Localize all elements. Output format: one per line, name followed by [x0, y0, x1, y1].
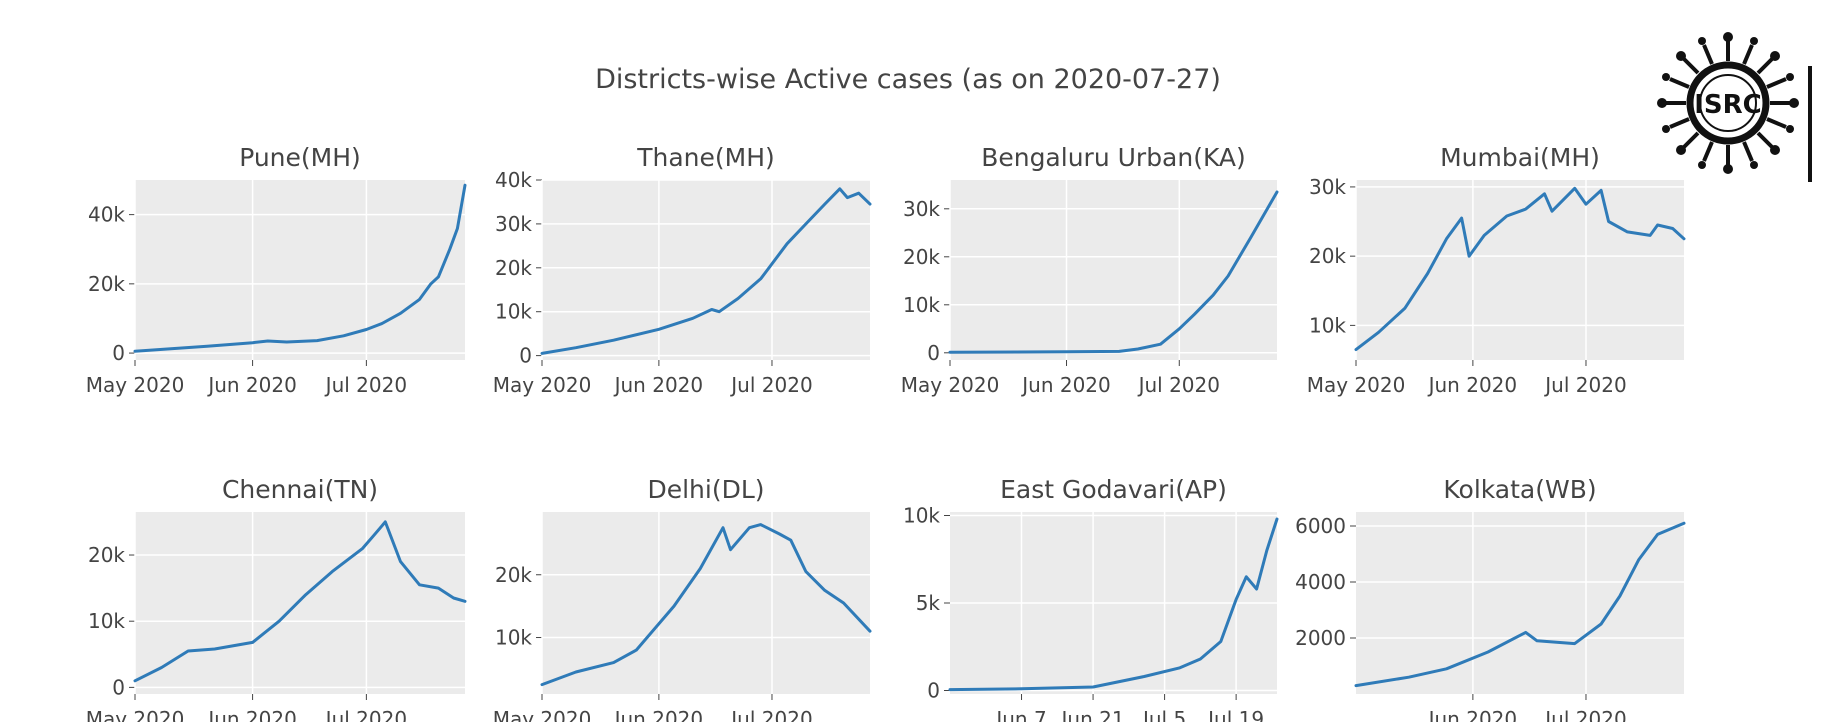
- x-tick-label: Jun 2020: [206, 707, 297, 722]
- y-tick-label: 6000: [1295, 514, 1346, 538]
- series-line: [1354, 521, 1686, 688]
- y-tick-label: 20k: [88, 272, 125, 296]
- x-tick-label: May 2020: [493, 707, 592, 722]
- y-tick-label: 10k: [903, 504, 940, 528]
- x-tick-label: Jul 2020: [1137, 373, 1220, 397]
- x-tick-label: Jul 2020: [1543, 707, 1626, 722]
- y-tick-label: 5k: [916, 591, 941, 615]
- y-tick-label: 30k: [1309, 175, 1346, 199]
- panel-title: Bengaluru Urban(KA): [981, 143, 1246, 172]
- y-tick-label: 20k: [1309, 244, 1346, 268]
- x-tick-label: Jul 5: [1141, 707, 1186, 722]
- series-line: [540, 523, 872, 687]
- x-tick-label: May 2020: [1307, 373, 1406, 397]
- x-tick-label: Jun 2020: [613, 373, 704, 397]
- x-tick-label: Jul 2020: [729, 373, 812, 397]
- y-tick-label: 2000: [1295, 626, 1346, 650]
- series-line: [1354, 186, 1686, 352]
- y-tick-label: 10k: [495, 626, 532, 650]
- chart-panel: 10k 20k May 2020 Jun 2020 Jul 2020 Delhi(DL): [493, 475, 872, 722]
- y-tick-label: 0: [519, 344, 532, 368]
- chart-panel: 0 5k 10k Jun 7 Jun 21 Jul 5 Jul 19 East Godavar…: [903, 475, 1279, 722]
- plot-area: [135, 180, 465, 360]
- y-tick-label: 40k: [88, 203, 125, 227]
- x-tick-label: Jun 2020: [613, 707, 704, 722]
- chart-panel: 0 20k 40k May 2020 Jun 2020 Jul 2020 Pune(MH): [86, 143, 467, 397]
- x-tick-label: Jun 21: [1060, 707, 1125, 722]
- x-tick-label: May 2020: [493, 373, 592, 397]
- x-tick-label: Jun 2020: [1020, 373, 1111, 397]
- x-tick-label: Jun 2020: [1427, 373, 1518, 397]
- y-tick-label: 10k: [495, 300, 532, 324]
- y-tick-label: 0: [927, 679, 940, 703]
- plot-area: [542, 180, 870, 360]
- x-tick-label: May 2020: [901, 373, 1000, 397]
- chart-panel: 2000 4000 6000 Jun 2020 Jul 2020 Kolkata(WB): [1295, 475, 1686, 722]
- plot-area: [135, 512, 465, 694]
- x-tick-label: Jul 2020: [729, 707, 812, 722]
- x-tick-label: Jun 2020: [1427, 707, 1518, 722]
- x-tick-label: Jun 7: [994, 707, 1046, 722]
- y-tick-label: 20k: [495, 256, 532, 280]
- y-tick-label: 0: [927, 341, 940, 365]
- isrc-sun-logo: ISRC: [1657, 32, 1812, 182]
- series-line: [133, 520, 467, 683]
- x-tick-label: Jul 2020: [1543, 373, 1626, 397]
- series-line: [948, 517, 1279, 692]
- y-tick-label: 20k: [903, 245, 940, 269]
- x-tick-label: May 2020: [86, 373, 185, 397]
- chart-panel: 0 10k 20k 30k May 2020 Jun 2020 Jul 2020 Bengal…: [901, 143, 1279, 397]
- logo-text: ISRC: [1694, 90, 1762, 120]
- y-tick-label: 0: [112, 341, 125, 365]
- y-tick-label: 10k: [1309, 313, 1346, 337]
- plot-area: [1356, 180, 1684, 360]
- plot-area: [950, 180, 1277, 360]
- y-tick-label: 40k: [495, 168, 532, 192]
- series-line: [948, 190, 1279, 354]
- y-tick-label: 30k: [903, 197, 940, 221]
- y-tick-label: 4000: [1295, 570, 1346, 594]
- x-tick-label: Jul 2020: [324, 373, 407, 397]
- plot-area: [1356, 512, 1684, 694]
- y-tick-label: 10k: [88, 609, 125, 633]
- panel-title: Pune(MH): [239, 143, 361, 172]
- chart-main-title: Districts-wise Active cases (as on 2020-…: [595, 64, 1221, 95]
- series-line: [540, 187, 872, 355]
- panel-title: Thane(MH): [636, 143, 775, 172]
- series-line: [133, 183, 467, 353]
- chart-panel: 0 10k 20k 30k 40k May 2020 Jun 2020 Jul 2020 Tha…: [493, 143, 872, 397]
- plot-area: [542, 512, 870, 694]
- x-tick-label: Jun 2020: [206, 373, 297, 397]
- y-tick-label: 0: [112, 675, 125, 699]
- x-tick-label: May 2020: [86, 707, 185, 722]
- y-tick-label: 20k: [88, 543, 125, 567]
- chart-panel: 0 10k 20k May 2020 Jun 2020 Jul 2020 Chennai(T…: [86, 475, 467, 722]
- panel-title: East Godavari(AP): [1000, 475, 1227, 504]
- y-tick-label: 20k: [495, 563, 532, 587]
- y-tick-label: 30k: [495, 212, 532, 236]
- panel-title: Mumbai(MH): [1440, 143, 1600, 172]
- panel-title: Kolkata(WB): [1443, 475, 1596, 504]
- panel-title: Chennai(TN): [222, 475, 378, 504]
- y-tick-label: 10k: [903, 293, 940, 317]
- chart-panel: 10k 20k 30k May 2020 Jun 2020 Jul 2020 Mumbai(…: [1307, 143, 1686, 397]
- x-tick-label: Jul 19: [1206, 707, 1264, 722]
- panel-title: Delhi(DL): [647, 475, 764, 504]
- x-tick-label: Jul 2020: [324, 707, 407, 722]
